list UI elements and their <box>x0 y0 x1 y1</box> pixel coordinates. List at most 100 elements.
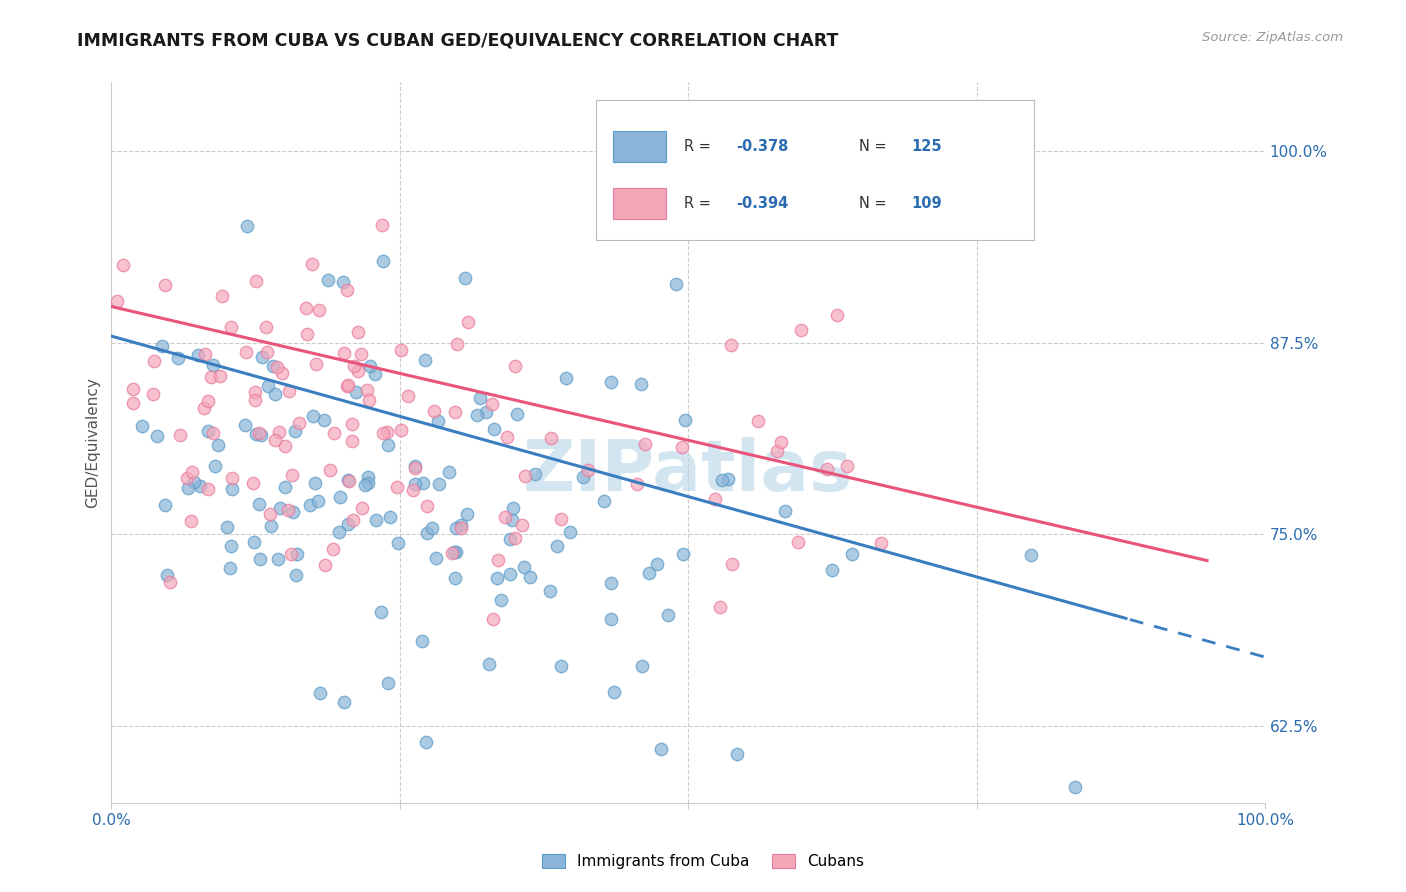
Point <box>197 424 219 438</box>
Point <box>337 474 360 488</box>
Point <box>211 289 233 303</box>
Point <box>357 476 380 491</box>
Point <box>446 545 468 559</box>
Point <box>389 343 412 357</box>
Point <box>294 301 316 315</box>
Point <box>371 253 394 268</box>
Point <box>720 337 742 351</box>
Point <box>486 553 509 567</box>
Point <box>285 547 308 561</box>
Point <box>188 479 211 493</box>
Point <box>277 384 299 398</box>
Point <box>378 509 401 524</box>
Point <box>131 419 153 434</box>
Point <box>550 658 572 673</box>
Point <box>385 480 408 494</box>
Point <box>176 471 198 485</box>
Point <box>506 407 529 421</box>
Point <box>821 563 844 577</box>
Point <box>105 293 128 308</box>
Point <box>332 275 354 289</box>
Point <box>271 366 294 380</box>
Point <box>233 417 256 432</box>
Point <box>356 470 378 484</box>
Point <box>202 359 225 373</box>
Point <box>336 377 359 392</box>
Point <box>413 352 436 367</box>
Point <box>281 505 304 519</box>
Point <box>247 425 270 440</box>
Point <box>650 741 672 756</box>
Point <box>766 443 789 458</box>
Point <box>825 309 848 323</box>
Point <box>377 676 399 690</box>
Point <box>502 501 524 516</box>
Point <box>257 379 280 393</box>
Point <box>328 524 350 539</box>
Point <box>439 465 461 479</box>
Point <box>269 501 291 516</box>
Point <box>396 388 419 402</box>
Point <box>450 517 472 532</box>
Point <box>404 476 426 491</box>
Point <box>167 351 190 365</box>
Point <box>183 475 205 490</box>
Point <box>499 567 522 582</box>
Point <box>329 490 352 504</box>
Point <box>219 539 242 553</box>
Point <box>446 337 468 351</box>
Point <box>519 570 541 584</box>
Point <box>443 405 465 419</box>
Point <box>256 345 278 359</box>
Point <box>475 405 498 419</box>
Point <box>335 283 357 297</box>
Point <box>486 571 509 585</box>
Point <box>340 434 363 449</box>
Point <box>465 409 488 423</box>
Point <box>288 416 311 430</box>
Point <box>484 422 506 436</box>
Point <box>503 532 526 546</box>
Point <box>208 369 231 384</box>
Legend: Immigrants from Cuba, Cubans: Immigrants from Cuba, Cubans <box>536 848 870 875</box>
Point <box>540 431 562 445</box>
Point <box>153 277 176 292</box>
Point <box>150 339 173 353</box>
Point <box>600 375 623 389</box>
Point <box>503 359 526 373</box>
Point <box>250 350 273 364</box>
Point <box>546 539 568 553</box>
Point <box>350 347 373 361</box>
Point <box>513 560 536 574</box>
Point <box>495 509 517 524</box>
Point <box>344 385 367 400</box>
Point <box>425 550 447 565</box>
Point <box>343 359 366 374</box>
Point <box>710 473 733 487</box>
Point <box>235 344 257 359</box>
Point <box>716 471 738 485</box>
Point <box>202 426 225 441</box>
Point <box>630 659 652 673</box>
Point <box>870 536 893 550</box>
Point <box>256 320 278 334</box>
Point <box>259 507 281 521</box>
Point <box>550 512 572 526</box>
Point <box>371 218 394 232</box>
Point <box>495 429 517 443</box>
Point <box>180 515 202 529</box>
Point <box>456 508 478 522</box>
Point <box>510 518 533 533</box>
Point <box>468 391 491 405</box>
Point <box>284 424 307 438</box>
Point <box>599 576 621 591</box>
Point <box>267 552 290 566</box>
Point <box>193 401 215 415</box>
Point <box>773 503 796 517</box>
Point <box>356 383 378 397</box>
Point <box>145 429 167 443</box>
Point <box>342 512 364 526</box>
Point <box>249 497 271 511</box>
Point <box>673 413 696 427</box>
Point <box>416 525 439 540</box>
